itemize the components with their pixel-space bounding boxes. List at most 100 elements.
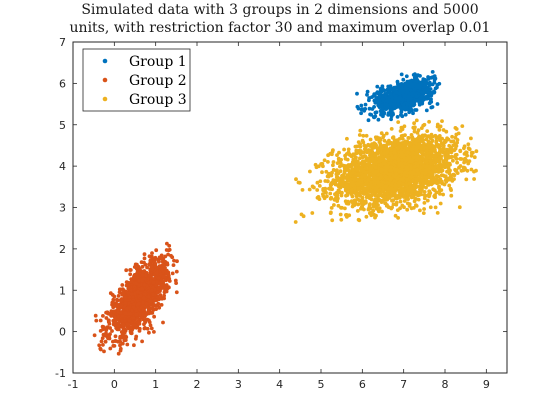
data-point <box>159 253 164 258</box>
data-point <box>383 169 387 173</box>
data-point <box>358 152 363 157</box>
data-point <box>402 161 407 166</box>
data-point <box>452 148 457 153</box>
data-point <box>397 104 402 109</box>
data-point <box>421 211 426 216</box>
data-point <box>326 153 330 158</box>
data-point <box>464 177 469 182</box>
data-point <box>348 172 352 177</box>
data-point <box>356 186 361 191</box>
data-point <box>147 330 151 335</box>
data-point <box>365 150 369 155</box>
data-point <box>445 169 449 174</box>
data-point <box>439 169 444 174</box>
data-point <box>148 299 153 304</box>
data-point <box>104 331 108 336</box>
data-point <box>399 192 403 197</box>
data-point <box>156 276 161 280</box>
data-point <box>297 180 302 185</box>
data-point <box>120 291 125 296</box>
data-point <box>98 347 103 352</box>
data-point <box>370 142 374 147</box>
data-point <box>440 119 444 123</box>
data-point <box>424 156 429 160</box>
data-point <box>394 90 399 95</box>
data-point <box>124 283 129 288</box>
data-point <box>324 169 329 174</box>
data-point <box>341 173 345 178</box>
data-point <box>430 144 435 148</box>
data-point <box>345 175 350 180</box>
data-point <box>361 159 366 164</box>
data-point <box>118 339 123 344</box>
data-point <box>123 301 128 305</box>
data-point <box>162 290 167 295</box>
data-point <box>438 192 442 196</box>
data-point <box>383 184 388 188</box>
data-point <box>373 171 378 176</box>
data-point <box>397 170 402 174</box>
data-point <box>155 290 160 295</box>
data-point <box>356 217 361 222</box>
data-point <box>422 196 427 201</box>
data-point <box>403 133 407 138</box>
data-point <box>395 79 400 84</box>
data-point <box>140 286 145 291</box>
data-point <box>150 311 155 315</box>
data-point <box>410 100 414 105</box>
data-point <box>455 171 460 176</box>
data-point <box>345 201 350 206</box>
data-point <box>336 175 340 180</box>
data-point <box>368 193 373 198</box>
data-point <box>450 134 454 139</box>
data-point <box>433 133 438 138</box>
data-point <box>308 169 312 174</box>
data-point <box>121 329 126 333</box>
data-point <box>388 172 392 176</box>
data-point <box>387 87 392 91</box>
data-point <box>325 179 330 184</box>
data-point <box>378 176 383 181</box>
data-point <box>338 164 342 169</box>
data-point <box>437 127 442 132</box>
data-point <box>330 170 334 175</box>
data-point <box>321 194 326 199</box>
data-point <box>395 167 399 172</box>
data-point <box>132 343 136 348</box>
data-point <box>353 144 358 149</box>
data-point <box>464 158 468 163</box>
data-point <box>340 205 344 210</box>
data-point <box>428 159 433 163</box>
data-point <box>129 292 134 297</box>
data-point <box>317 197 322 202</box>
data-point <box>375 188 379 192</box>
data-point <box>170 271 175 276</box>
data-point <box>404 105 409 110</box>
data-point <box>341 163 345 168</box>
data-point <box>345 165 350 169</box>
data-point <box>338 161 343 166</box>
data-point <box>315 188 320 192</box>
data-point <box>92 333 97 338</box>
data-point <box>159 303 164 307</box>
data-point <box>131 316 136 320</box>
data-point <box>131 323 136 327</box>
data-point <box>317 184 322 188</box>
data-point <box>469 150 474 155</box>
data-point <box>384 143 389 148</box>
data-point <box>392 192 397 197</box>
data-point <box>423 152 427 157</box>
data-point <box>444 176 449 181</box>
data-point <box>421 145 426 149</box>
data-point <box>409 133 414 137</box>
data-point <box>412 73 417 78</box>
data-point <box>426 75 430 79</box>
data-point <box>141 295 146 300</box>
data-point <box>138 291 143 295</box>
data-point <box>438 124 443 129</box>
data-point <box>412 199 417 204</box>
data-point <box>349 188 354 193</box>
data-point <box>329 206 334 210</box>
data-point <box>439 173 444 178</box>
data-point <box>465 168 470 173</box>
